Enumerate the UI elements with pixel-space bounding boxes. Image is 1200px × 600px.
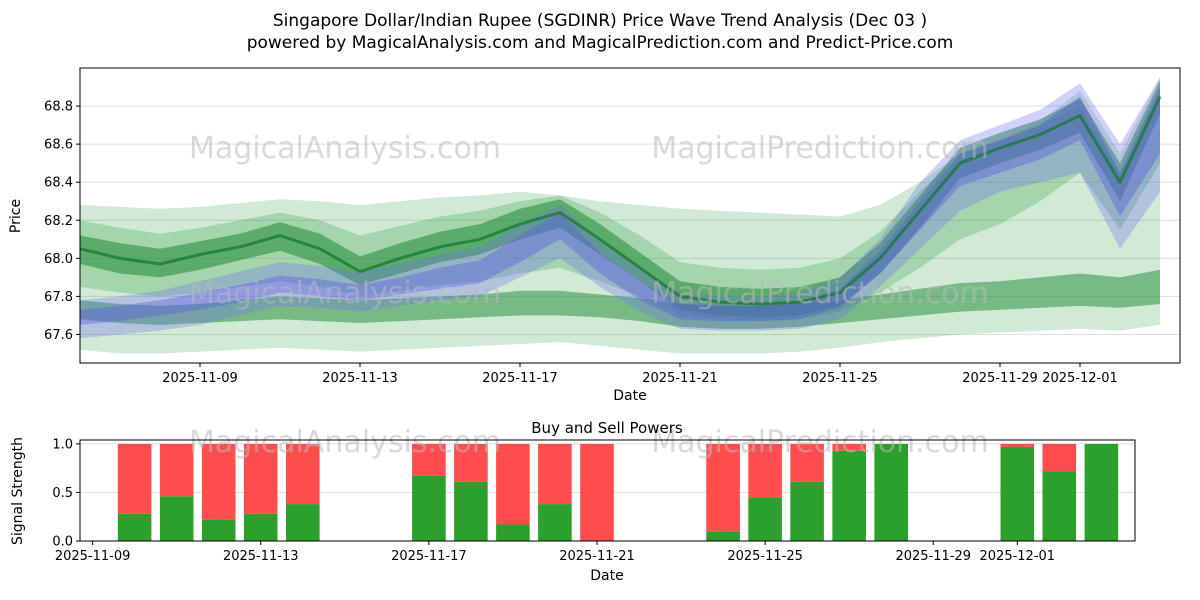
x-tick-label: 2025-11-21: [559, 549, 635, 564]
signal-chart: [80, 443, 1135, 541]
x-tick-label: 2025-11-09: [55, 549, 131, 564]
bar-buy: [874, 443, 908, 541]
bar-sell: [496, 443, 530, 525]
watermark-text: MagicalAnalysis.com: [189, 276, 501, 311]
x-tick-label: 2025-11-09: [162, 371, 238, 386]
bar-buy: [201, 519, 236, 541]
bar-buy: [790, 481, 824, 541]
price-xlabel: Date: [613, 388, 646, 404]
bar-buy: [1042, 471, 1077, 541]
bar-buy: [748, 497, 782, 541]
x-tick-label: 2025-11-25: [727, 549, 803, 564]
band-blue-band-core: [80, 87, 1160, 325]
signal-axes-frame: [79, 439, 1136, 542]
watermark-text: MagicalAnalysis.com: [189, 131, 501, 166]
watermark-text: MagicalPrediction.com: [651, 131, 989, 166]
bar-buy: [117, 513, 152, 541]
chart-title-line2: powered by MagicalAnalysis.com and Magic…: [247, 33, 954, 53]
band-blue-band-wide: [80, 77, 1160, 339]
y-tick-label: 68.0: [44, 252, 73, 267]
bar-sell: [538, 443, 572, 505]
price-axes-frame: [79, 67, 1181, 364]
x-tick-label: 2025-11-13: [223, 549, 299, 564]
watermark-text: MagicalPrediction.com: [651, 425, 989, 460]
bar-buy: [243, 513, 278, 541]
x-tick-label: 2025-11-25: [802, 371, 878, 386]
price-ylabel: Price: [8, 199, 24, 233]
bar-buy: [706, 531, 740, 541]
x-tick-label: 2025-12-01: [980, 549, 1056, 564]
bar-sell: [286, 443, 320, 505]
x-tick-label: 2025-11-21: [642, 371, 718, 386]
watermark-text: MagicalAnalysis.com: [189, 425, 501, 460]
signal-xlabel: Date: [590, 568, 623, 584]
bar-sell: [1042, 443, 1077, 472]
bar-buy: [1084, 443, 1119, 541]
y-tick-label: 0.5: [52, 486, 73, 501]
bar-sell: [1000, 443, 1035, 447]
bar-sell: [706, 443, 740, 532]
bar-sell: [454, 443, 488, 482]
y-tick-label: 68.8: [44, 100, 73, 115]
bar-sell: [748, 443, 782, 498]
bar-sell: [580, 443, 614, 541]
y-tick-label: 68.4: [44, 176, 73, 191]
band-green-band-low: [80, 269, 1160, 329]
x-tick-label: 2025-12-01: [1042, 371, 1118, 386]
bar-sell: [243, 443, 278, 514]
y-tick-label: 67.8: [44, 290, 73, 305]
bar-buy: [1000, 446, 1035, 541]
bar-sell: [412, 443, 446, 476]
y-tick-label: 68.6: [44, 138, 73, 153]
bar-buy: [159, 496, 194, 541]
bar-sell: [832, 443, 866, 451]
bar-sell: [117, 443, 152, 514]
signal-ylabel: Signal Strength: [10, 437, 26, 545]
band-green-band-core: [80, 81, 1160, 318]
x-tick-label: 2025-11-17: [391, 549, 467, 564]
band-green-band-outer: [80, 77, 1160, 354]
x-tick-label: 2025-11-17: [482, 371, 558, 386]
bar-buy: [832, 450, 866, 541]
y-tick-label: 68.2: [44, 214, 73, 229]
x-tick-label: 2025-11-13: [322, 371, 398, 386]
bar-buy: [286, 504, 320, 541]
price-chart: [79, 77, 1180, 354]
signal-chart-title: Buy and Sell Powers: [531, 419, 683, 437]
bar-sell: [201, 443, 236, 520]
chart-title-line1: Singapore Dollar/Indian Rupee (SGDINR) P…: [273, 11, 927, 31]
watermark-layer: MagicalAnalysis.com MagicalPrediction.com…: [189, 131, 989, 460]
x-tick-label: 2025-11-29: [962, 371, 1038, 386]
y-tick-label: 67.6: [44, 328, 73, 343]
line-trend: [79, 95, 1162, 306]
bar-buy: [412, 475, 446, 541]
x-tick-label: 2025-11-29: [895, 549, 971, 564]
axes-layer: 67.6 67.8 68.0 68.2 68.4 68.6 68.8 2025-11-09 20…: [44, 67, 1181, 564]
y-tick-label: 1.0: [52, 437, 73, 452]
bar-sell: [159, 443, 194, 497]
bar-buy: [538, 504, 572, 541]
watermark-text: MagicalPrediction.com: [651, 276, 989, 311]
y-tick-label: 0.0: [52, 535, 73, 550]
bar-buy: [496, 524, 530, 541]
bar-buy: [454, 481, 488, 541]
bar-sell: [790, 443, 824, 482]
